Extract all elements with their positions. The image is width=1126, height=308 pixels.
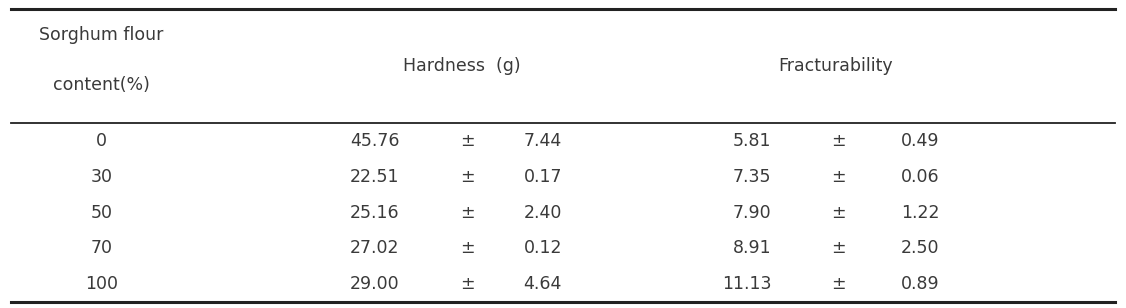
Text: ±: ± — [461, 132, 474, 150]
Text: 29.00: 29.00 — [350, 275, 400, 293]
Text: Hardness  (g): Hardness (g) — [403, 57, 520, 75]
Text: 27.02: 27.02 — [350, 239, 400, 257]
Text: ±: ± — [461, 275, 474, 293]
Text: ±: ± — [461, 204, 474, 221]
Text: 11.13: 11.13 — [722, 275, 771, 293]
Text: 8.91: 8.91 — [733, 239, 771, 257]
Text: ±: ± — [832, 132, 846, 150]
Text: 2.40: 2.40 — [524, 204, 562, 221]
Text: ±: ± — [832, 168, 846, 186]
Text: ±: ± — [461, 168, 474, 186]
Text: Sorghum flour: Sorghum flour — [39, 26, 163, 44]
Text: 0.49: 0.49 — [901, 132, 939, 150]
Text: 25.16: 25.16 — [350, 204, 400, 221]
Text: 100: 100 — [84, 275, 118, 293]
Text: ±: ± — [832, 239, 846, 257]
Text: 2.50: 2.50 — [901, 239, 939, 257]
Text: 7.44: 7.44 — [524, 132, 562, 150]
Text: Fracturability: Fracturability — [779, 57, 893, 75]
Text: 22.51: 22.51 — [350, 168, 400, 186]
Text: 0.06: 0.06 — [901, 168, 939, 186]
Text: 30: 30 — [90, 168, 113, 186]
Text: 0.89: 0.89 — [901, 275, 939, 293]
Text: 7.35: 7.35 — [733, 168, 771, 186]
Text: 45.76: 45.76 — [350, 132, 400, 150]
Text: 5.81: 5.81 — [733, 132, 771, 150]
Text: ±: ± — [461, 239, 474, 257]
Text: 70: 70 — [90, 239, 113, 257]
Text: 50: 50 — [90, 204, 113, 221]
Text: 4.64: 4.64 — [524, 275, 562, 293]
Text: 1.22: 1.22 — [901, 204, 939, 221]
Text: content(%): content(%) — [53, 76, 150, 94]
Text: 0.12: 0.12 — [524, 239, 562, 257]
Text: ±: ± — [832, 204, 846, 221]
Text: ±: ± — [832, 275, 846, 293]
Text: 7.90: 7.90 — [733, 204, 771, 221]
Text: 0: 0 — [96, 132, 107, 150]
Text: 0.17: 0.17 — [524, 168, 562, 186]
